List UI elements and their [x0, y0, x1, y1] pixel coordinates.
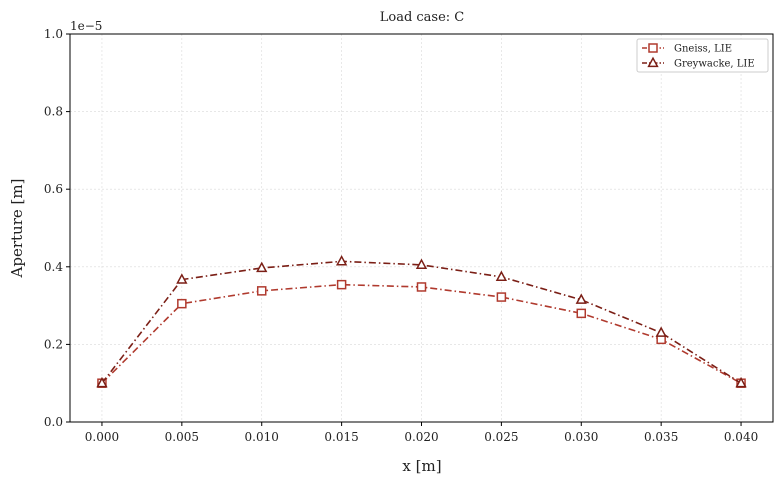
y-axis: 0.0 0.2 0.4 0.6 0.8 1.0 [44, 27, 70, 429]
data-point [176, 273, 188, 284]
y-tick-label: 0.8 [44, 105, 63, 119]
data-point [335, 254, 348, 266]
y-tick-label: 0.0 [44, 415, 63, 429]
x-axis-label: x [m] [402, 457, 441, 475]
y-tick-label: 0.6 [44, 182, 63, 196]
y-tick-label: 0.4 [44, 260, 63, 274]
data-point [496, 292, 507, 302]
data-point [415, 258, 428, 270]
data-point [416, 282, 427, 292]
legend-marker [647, 56, 659, 68]
x-axis: 0.000 0.005 0.010 0.015 0.020 0.025 0.030 0.035… [85, 422, 758, 444]
data-point [256, 261, 268, 273]
data-point [576, 308, 587, 319]
legend-entries: Gneiss, LIE Greywacke, LIE [642, 43, 755, 70]
data-point [735, 376, 747, 388]
data-point [336, 279, 347, 290]
data-point [177, 298, 187, 309]
y-tick-label: 1.0 [44, 27, 63, 41]
data-point [96, 376, 108, 388]
x-tick-label: 0.020 [404, 430, 438, 444]
y-offset-text: 1e−5 [70, 19, 102, 33]
chart-title: Load case: C [380, 10, 465, 25]
x-tick-label: 0.030 [564, 430, 598, 444]
x-tick-label: 0.005 [165, 430, 199, 444]
legend-label: Greywacke, LIE [674, 59, 755, 70]
y-axis-label: Aperture [m] [8, 179, 26, 279]
data-point [495, 270, 508, 282]
series-0 [97, 279, 746, 388]
legend: Gneiss, LIE Greywacke, LIE [636, 38, 769, 73]
y-tick-label: 0.2 [44, 337, 63, 351]
data-point [655, 326, 667, 337]
legend-label: Gneiss, LIE [674, 44, 732, 55]
x-tick-label: 0.040 [724, 430, 758, 444]
legend-box [636, 38, 769, 73]
x-tick-label: 0.035 [644, 430, 678, 444]
x-tick-label: 0.010 [245, 430, 279, 444]
series-layer [96, 254, 747, 388]
data-point [575, 293, 587, 304]
x-tick-label: 0.015 [324, 430, 358, 444]
x-tick-label: 0.000 [85, 430, 119, 444]
data-point [256, 286, 267, 296]
x-tick-label: 0.025 [484, 430, 518, 444]
series-1 [96, 254, 747, 388]
legend-marker [648, 43, 658, 53]
